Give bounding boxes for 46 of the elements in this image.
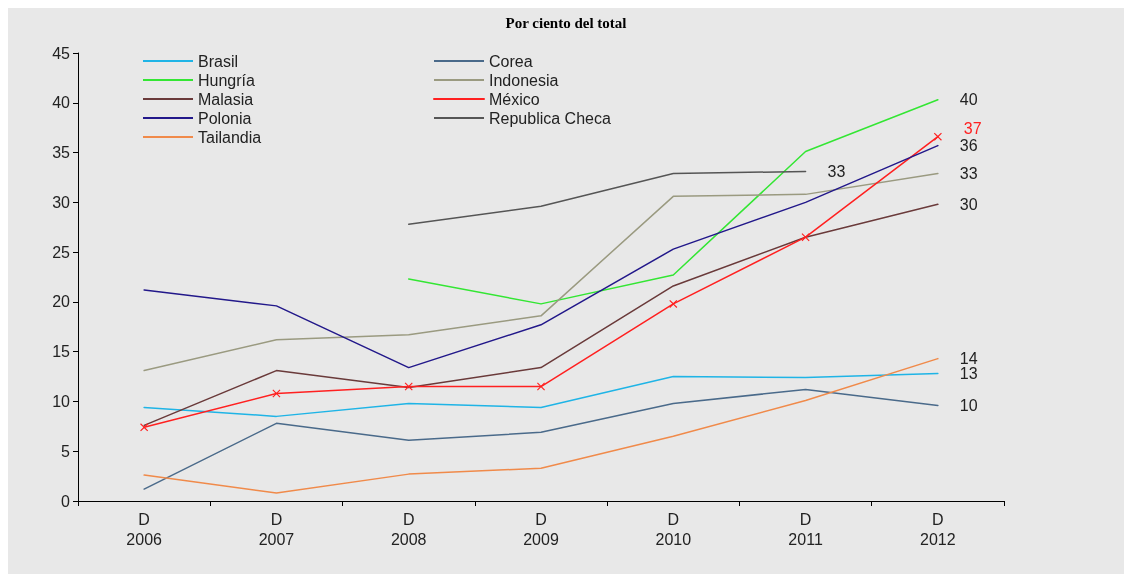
y-tick-label: 30 (52, 193, 71, 211)
data-label: 33 (959, 164, 978, 182)
chart-title: Por ciento del total (505, 14, 627, 31)
line-series (143, 357, 939, 494)
legend-label: Brasil (198, 52, 239, 70)
y-tick-label: 25 (52, 243, 71, 261)
data-label: 40 (959, 91, 978, 109)
data-label: 33 (827, 162, 846, 180)
x-tick-label: D 2012 (920, 510, 956, 548)
data-label: 10 (959, 396, 978, 414)
y-tick-label: 0 (61, 492, 71, 510)
point (537, 382, 545, 391)
data-label: 30 (959, 195, 978, 213)
line-series (407, 170, 807, 225)
x-tick-label: D 2008 (390, 510, 427, 548)
legend-label: Hungría (198, 71, 256, 89)
y-tick-label: 10 (52, 392, 71, 410)
y-tick-label: 5 (61, 442, 71, 460)
x-tick-label: D 2010 (655, 510, 692, 548)
y-tick-label: 45 (52, 44, 71, 62)
data-label: 13 (959, 365, 978, 383)
legend-label: Malasia (198, 90, 254, 108)
x-tick-label: D 2007 (258, 510, 295, 548)
y-tick-label: 20 (52, 293, 71, 311)
y-tick-label: 40 (52, 94, 71, 112)
legend-label: Republica Checa (489, 109, 611, 127)
point (933, 132, 942, 141)
y-tick-label: 35 (52, 144, 71, 162)
point (669, 299, 678, 308)
data-label: 36 (959, 137, 978, 155)
line-series (143, 372, 939, 418)
x-tick-label: D 2006 (126, 510, 163, 548)
point (140, 423, 149, 432)
x-tick-label: D 2011 (788, 510, 823, 548)
data-label: 37 (963, 120, 982, 138)
data-label: 14 (959, 350, 978, 368)
legend-label: Polonia (198, 109, 252, 127)
legend-label: Corea (489, 52, 533, 70)
point (801, 233, 810, 242)
point (404, 382, 413, 391)
legend-label: Tailandia (198, 128, 262, 146)
y-tick-label: 15 (52, 343, 71, 361)
legend-label: México (489, 90, 540, 108)
line-series (143, 388, 939, 490)
x-tick-label: D 2009 (523, 510, 559, 548)
legend-label: Indonesia (489, 71, 559, 89)
